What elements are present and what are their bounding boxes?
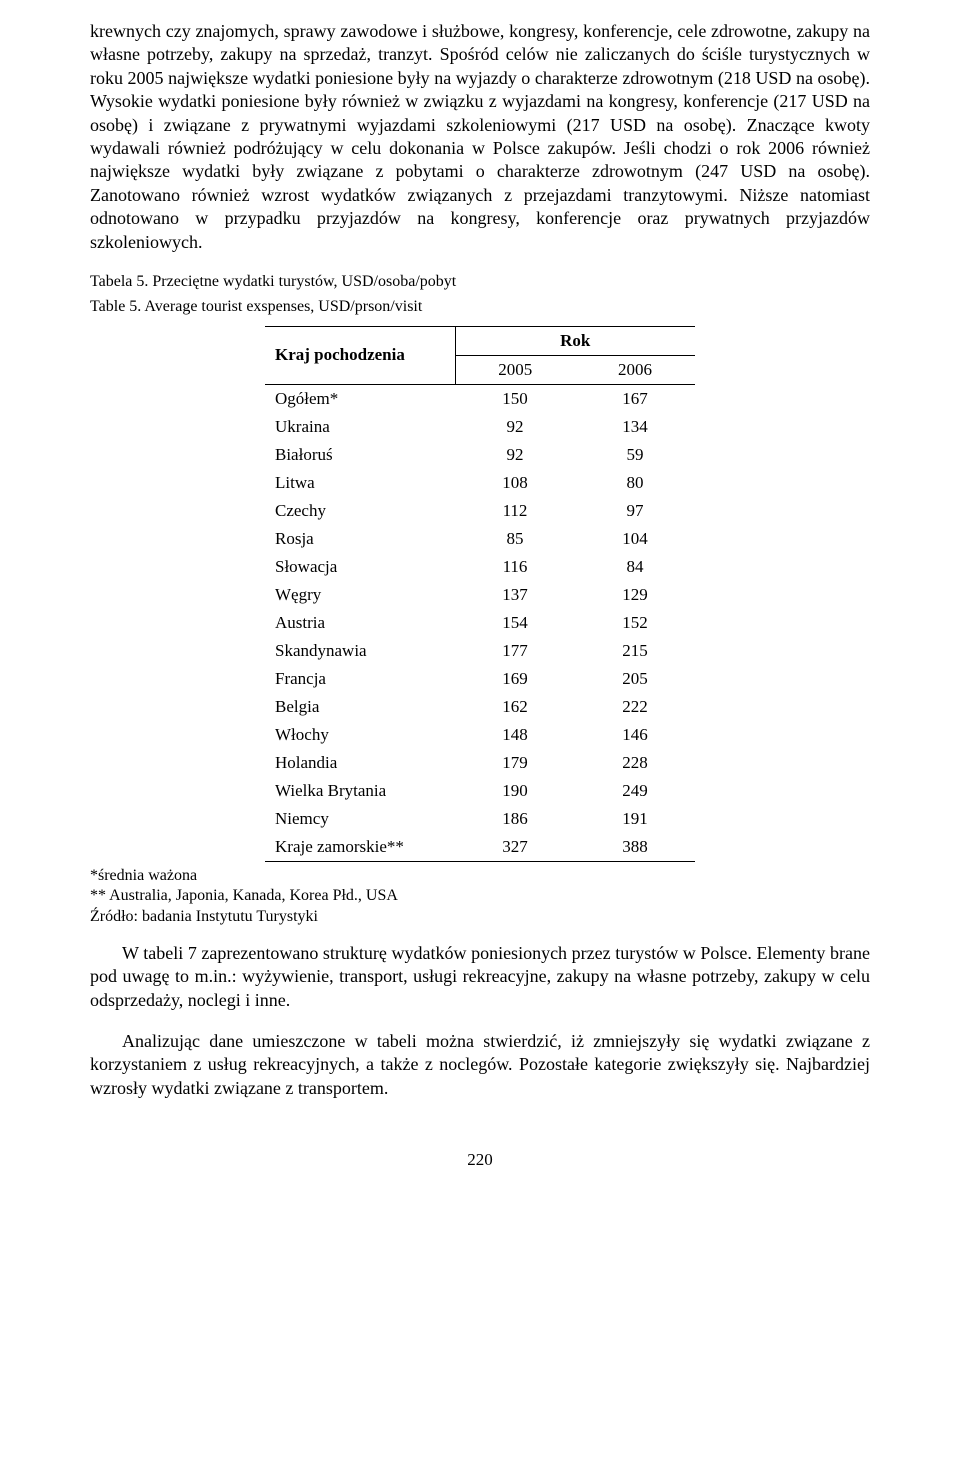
value-2006-cell: 191 <box>575 805 695 833</box>
table-row: Węgry137129 <box>265 581 695 609</box>
value-2006-cell: 249 <box>575 777 695 805</box>
table-caption-en: Table 5. Average tourist exspenses, USD/… <box>90 297 870 318</box>
value-2006-cell: 152 <box>575 609 695 637</box>
paragraph-3: Analizując dane umieszczone w tabeli moż… <box>90 1030 870 1100</box>
country-cell: Austria <box>265 609 455 637</box>
value-2006-cell: 205 <box>575 665 695 693</box>
value-2005-cell: 116 <box>455 553 575 581</box>
table-row: Słowacja11684 <box>265 553 695 581</box>
value-2006-cell: 97 <box>575 497 695 525</box>
value-2005-cell: 148 <box>455 721 575 749</box>
table-row: Ogółem*150167 <box>265 384 695 413</box>
value-2005-cell: 162 <box>455 693 575 721</box>
value-2006-cell: 146 <box>575 721 695 749</box>
table-row: Francja169205 <box>265 665 695 693</box>
country-cell: Włochy <box>265 721 455 749</box>
table-row: Włochy148146 <box>265 721 695 749</box>
value-2005-cell: 179 <box>455 749 575 777</box>
table-row: Belgia162222 <box>265 693 695 721</box>
footnote-2: ** Australia, Japonia, Kanada, Korea Płd… <box>90 886 870 907</box>
country-cell: Białoruś <box>265 441 455 469</box>
header-rok: Rok <box>455 326 695 355</box>
country-cell: Holandia <box>265 749 455 777</box>
country-cell: Kraje zamorskie** <box>265 833 455 862</box>
table-row: Niemcy186191 <box>265 805 695 833</box>
expenses-table: Kraj pochodzenia Rok 2005 2006 Ogółem*15… <box>265 326 695 862</box>
table-row: Austria154152 <box>265 609 695 637</box>
country-cell: Ukraina <box>265 413 455 441</box>
value-2006-cell: 59 <box>575 441 695 469</box>
value-2006-cell: 80 <box>575 469 695 497</box>
country-cell: Węgry <box>265 581 455 609</box>
value-2005-cell: 92 <box>455 413 575 441</box>
value-2005-cell: 85 <box>455 525 575 553</box>
value-2005-cell: 137 <box>455 581 575 609</box>
value-2005-cell: 112 <box>455 497 575 525</box>
value-2005-cell: 177 <box>455 637 575 665</box>
value-2006-cell: 228 <box>575 749 695 777</box>
country-cell: Ogółem* <box>265 384 455 413</box>
table-row: Litwa10880 <box>265 469 695 497</box>
country-cell: Belgia <box>265 693 455 721</box>
value-2006-cell: 104 <box>575 525 695 553</box>
value-2006-cell: 167 <box>575 384 695 413</box>
value-2006-cell: 134 <box>575 413 695 441</box>
table-row: Wielka Brytania190249 <box>265 777 695 805</box>
table-row: Holandia179228 <box>265 749 695 777</box>
value-2005-cell: 154 <box>455 609 575 637</box>
value-2005-cell: 92 <box>455 441 575 469</box>
value-2006-cell: 215 <box>575 637 695 665</box>
country-cell: Rosja <box>265 525 455 553</box>
footnote-3: Źródło: badania Instytutu Turystyki <box>90 907 870 928</box>
value-2005-cell: 327 <box>455 833 575 862</box>
value-2005-cell: 190 <box>455 777 575 805</box>
header-country: Kraj pochodzenia <box>265 326 455 384</box>
table-caption-pl: Tabela 5. Przeciętne wydatki turystów, U… <box>90 272 870 293</box>
footnotes: *średnia ważona ** Australia, Japonia, K… <box>90 866 870 928</box>
value-2006-cell: 129 <box>575 581 695 609</box>
country-cell: Skandynawia <box>265 637 455 665</box>
country-cell: Francja <box>265 665 455 693</box>
value-2006-cell: 84 <box>575 553 695 581</box>
country-cell: Wielka Brytania <box>265 777 455 805</box>
country-cell: Litwa <box>265 469 455 497</box>
header-year-2005: 2005 <box>455 355 575 384</box>
header-year-2006: 2006 <box>575 355 695 384</box>
country-cell: Czechy <box>265 497 455 525</box>
value-2005-cell: 150 <box>455 384 575 413</box>
table-row: Skandynawia177215 <box>265 637 695 665</box>
table-wrapper: Kraj pochodzenia Rok 2005 2006 Ogółem*15… <box>90 326 870 862</box>
page-number: 220 <box>90 1150 870 1170</box>
value-2005-cell: 186 <box>455 805 575 833</box>
paragraph-1: krewnych czy znajomych, sprawy zawodowe … <box>90 20 870 254</box>
footnote-1: *średnia ważona <box>90 866 870 887</box>
country-cell: Niemcy <box>265 805 455 833</box>
table-row: Białoruś9259 <box>265 441 695 469</box>
table-row: Czechy11297 <box>265 497 695 525</box>
table-header-row: Kraj pochodzenia Rok <box>265 326 695 355</box>
country-cell: Słowacja <box>265 553 455 581</box>
table-row: Ukraina92134 <box>265 413 695 441</box>
paragraph-2: W tabeli 7 zaprezentowano strukturę wyda… <box>90 942 870 1012</box>
value-2006-cell: 222 <box>575 693 695 721</box>
table-row: Rosja85104 <box>265 525 695 553</box>
value-2005-cell: 169 <box>455 665 575 693</box>
value-2005-cell: 108 <box>455 469 575 497</box>
table-row: Kraje zamorskie**327388 <box>265 833 695 862</box>
value-2006-cell: 388 <box>575 833 695 862</box>
